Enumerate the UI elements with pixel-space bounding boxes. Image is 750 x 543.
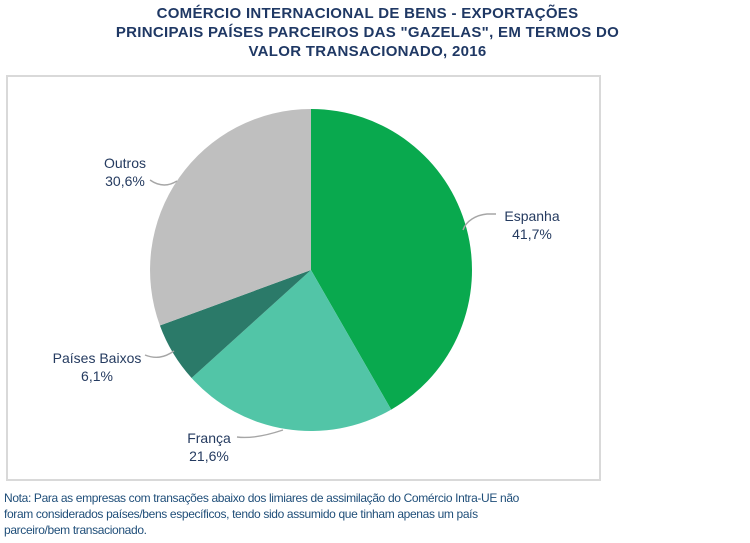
leader-line-3 <box>149 179 178 186</box>
chart-title-line-1: COMÉRCIO INTERNACIONAL DE BENS - EXPORTA… <box>156 5 579 22</box>
pie-label-value: 30,6% <box>105 173 145 189</box>
footnote-line-1: Nota: Para as empresas com transações ab… <box>4 491 519 505</box>
footnote: Nota: Para as empresas com transações ab… <box>4 490 744 538</box>
footnote-line-2: foram considerados países/bens específic… <box>4 507 478 521</box>
pie-slice-espanha <box>311 109 472 410</box>
chart-title-line-2: PRINCIPAIS PAÍSES PARCEIROS DAS "GAZELAS… <box>115 24 620 41</box>
pie-label-name: Países Baixos <box>52 350 142 366</box>
plot-area: Espanha 41,7% França 21,6% Países Baixos… <box>6 75 601 481</box>
pie-label-espanha: Espanha 41,7% <box>467 207 597 243</box>
pie-chart <box>144 109 496 439</box>
chart-title-line-3: VALOR TRANSACIONADO, 2016 <box>248 43 487 60</box>
pie-label-franca: França 21,6% <box>144 429 274 465</box>
pie-label-name: Outros <box>103 155 146 171</box>
pie-slice-pa-ses-baixos <box>159 270 311 378</box>
pie-label-paises-baixos: Países Baixos 6,1% <box>32 349 162 385</box>
leader-line-1 <box>236 429 284 439</box>
pie-label-value: 41,7% <box>512 226 552 242</box>
pie-slice-fran-a <box>191 270 392 431</box>
pie-label-name: França <box>187 430 231 446</box>
pie-label-outros: Outros 30,6% <box>60 154 190 190</box>
pie-label-value: 6,1% <box>81 368 113 384</box>
pie-label-name: Espanha <box>504 208 560 224</box>
leader-line-2 <box>144 350 175 359</box>
footnote-line-3: parceiro/bem transacionado. <box>4 523 147 537</box>
pie-slice-outros <box>150 109 311 326</box>
pie-label-value: 21,6% <box>189 448 229 464</box>
chart-title: COMÉRCIO INTERNACIONAL DE BENS - EXPORTA… <box>0 4 735 61</box>
leader-line-0 <box>462 213 496 231</box>
